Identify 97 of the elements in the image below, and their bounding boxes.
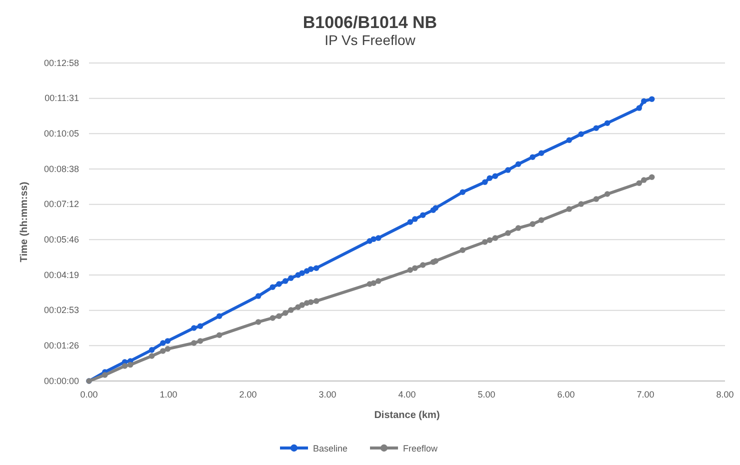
point	[420, 212, 426, 218]
point	[412, 265, 418, 271]
point	[197, 338, 204, 344]
legend-label: Freeflow	[403, 444, 438, 454]
point	[197, 323, 204, 329]
point	[160, 340, 166, 346]
point	[191, 340, 197, 346]
point	[412, 216, 418, 222]
x-tick-label: 0.00	[80, 389, 98, 400]
point	[460, 189, 466, 195]
point	[191, 325, 197, 331]
x-tick-label: 5.00	[478, 389, 496, 400]
point	[148, 347, 155, 353]
point	[282, 278, 288, 284]
point	[102, 372, 108, 378]
point	[648, 96, 655, 102]
chart-title: B1006/B1014 NB	[302, 13, 438, 32]
point	[505, 230, 511, 236]
point	[432, 205, 438, 211]
point	[276, 281, 282, 287]
point	[216, 313, 222, 319]
point	[407, 219, 414, 225]
point	[636, 105, 642, 111]
point	[376, 235, 382, 241]
y-tick-label: 00:01:26	[44, 340, 79, 351]
point	[255, 293, 262, 299]
y-tick-label: 00:08:38	[44, 164, 79, 174]
point	[482, 179, 488, 185]
point	[515, 225, 522, 231]
y-tick-label: 00:07:12	[44, 199, 79, 210]
point	[505, 167, 511, 173]
point	[270, 284, 276, 290]
point	[160, 348, 166, 354]
point	[538, 150, 544, 156]
point	[604, 191, 610, 197]
point	[566, 137, 572, 144]
point	[486, 237, 493, 243]
point	[282, 310, 288, 316]
legend-label: Baseline	[313, 444, 348, 454]
point	[566, 206, 572, 212]
point	[288, 307, 294, 313]
y-tick-label: 00:00:00	[44, 376, 79, 386]
point	[593, 196, 600, 202]
point	[578, 131, 584, 137]
point	[641, 98, 647, 104]
y-tick-label: 00:12:58	[44, 58, 79, 68]
point	[492, 235, 498, 241]
point	[593, 125, 600, 131]
point	[313, 298, 320, 304]
x-tick-label: 1.00	[160, 389, 178, 400]
point	[641, 177, 647, 183]
point	[299, 302, 305, 308]
point	[255, 319, 262, 325]
point	[578, 201, 584, 207]
point	[276, 313, 282, 319]
x-axis-title: Distance (km)	[374, 410, 440, 421]
y-tick-label: 00:11:31	[44, 93, 79, 104]
y-tick-label: 00:04:19	[44, 270, 79, 280]
point	[313, 265, 320, 271]
point	[538, 217, 544, 223]
point	[460, 247, 466, 253]
point	[530, 154, 536, 160]
point	[299, 270, 305, 276]
point	[636, 180, 642, 186]
point	[308, 266, 314, 272]
point	[376, 278, 382, 284]
point	[530, 221, 536, 227]
point	[370, 280, 376, 286]
point	[407, 267, 414, 273]
x-tick-label: 7.00	[636, 389, 654, 400]
y-axis-title: Time (hh:mm:ss)	[19, 182, 30, 262]
point	[127, 362, 134, 368]
x-tick-label: 4.00	[398, 389, 416, 400]
point	[482, 239, 488, 245]
point	[164, 338, 171, 344]
point	[216, 332, 222, 338]
y-tick-label: 00:10:05	[44, 128, 79, 139]
point	[164, 346, 171, 352]
point	[648, 174, 655, 180]
y-tick-label: 00:05:46	[44, 234, 79, 245]
x-tick-label: 2.00	[239, 389, 257, 400]
point	[486, 175, 493, 181]
point	[288, 275, 294, 281]
point	[432, 258, 438, 264]
point	[270, 315, 276, 321]
chart-subtitle: IP Vs Freeflow	[324, 32, 416, 48]
point	[308, 299, 314, 305]
point	[515, 161, 522, 168]
x-tick-label: 6.00	[557, 389, 575, 400]
y-tick-label: 00:02:53	[44, 305, 79, 316]
point	[148, 353, 155, 359]
point	[122, 363, 128, 369]
x-tick-label: 8.00	[716, 389, 734, 400]
point	[492, 173, 498, 179]
x-tick-label: 3.00	[318, 389, 336, 400]
point	[420, 262, 426, 268]
point	[604, 120, 610, 126]
